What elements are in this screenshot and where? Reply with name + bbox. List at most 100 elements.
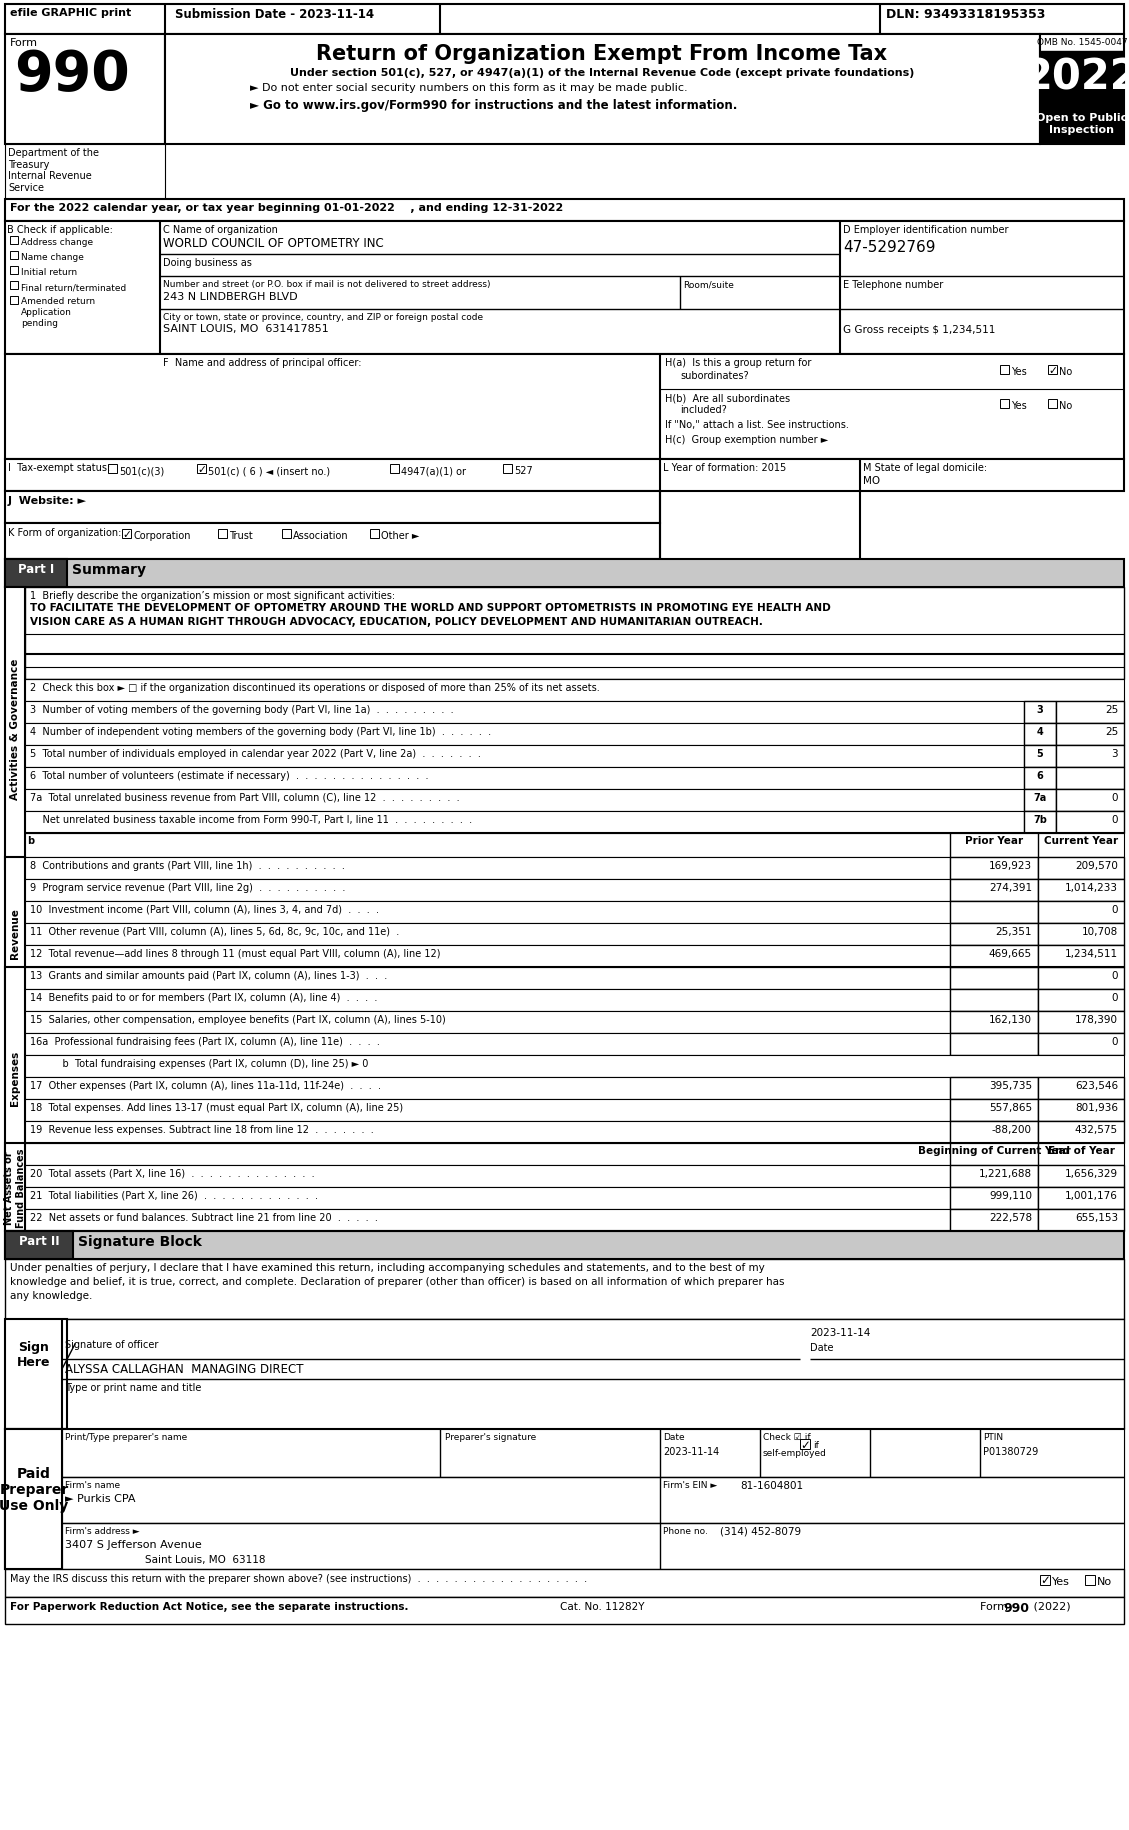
Text: K Form of organization:: K Form of organization: [8, 527, 122, 538]
Text: Firm's name: Firm's name [65, 1480, 120, 1490]
Text: H(c)  Group exemption number ►: H(c) Group exemption number ► [665, 436, 829, 445]
Text: ► Go to www.irs.gov/Form990 for instructions and the latest information.: ► Go to www.irs.gov/Form990 for instruct… [250, 99, 737, 112]
Bar [1024, 811, 1056, 833]
Bar [5, 35, 165, 145]
Bar [1038, 946, 1124, 968]
Text: 5: 5 [1036, 748, 1043, 759]
Text: E Telephone number: E Telephone number [843, 280, 943, 289]
Text: 25: 25 [1105, 705, 1118, 714]
Text: For the 2022 calendar year, or tax year beginning 01-01-2022    , and ending 12-: For the 2022 calendar year, or tax year … [10, 203, 563, 212]
Text: OMB No. 1545-0047: OMB No. 1545-0047 [1036, 38, 1128, 48]
Text: 990: 990 [1003, 1601, 1029, 1614]
Bar [25, 1188, 949, 1210]
Bar [949, 1210, 1038, 1232]
Bar [10, 236, 18, 245]
Bar [282, 529, 291, 538]
Text: Submission Date - 2023-11-14: Submission Date - 2023-11-14 [175, 7, 374, 20]
Text: 5  Total number of individuals employed in calendar year 2022 (Part V, line 2a) : 5 Total number of individuals employed i… [30, 748, 481, 759]
Bar [5, 560, 67, 587]
Text: Prior Year: Prior Year [965, 836, 1023, 845]
Text: 801,936: 801,936 [1075, 1102, 1118, 1113]
Bar [5, 1144, 25, 1232]
Text: If "No," attach a list. See instructions.: If "No," attach a list. See instructions… [665, 419, 849, 430]
Bar [5, 1232, 73, 1259]
Text: ✓: ✓ [800, 1438, 809, 1451]
Bar [25, 745, 1024, 767]
Bar [370, 529, 379, 538]
Text: H(a)  Is this a group return for: H(a) Is this a group return for [665, 359, 812, 368]
Bar [10, 253, 18, 260]
Text: Application: Application [21, 307, 72, 317]
Text: Saint Louis, MO  63118: Saint Louis, MO 63118 [145, 1554, 265, 1565]
Text: Net unrelated business taxable income from Form 990-T, Part I, line 11  .  .  . : Net unrelated business taxable income fr… [30, 814, 472, 825]
Text: Check ☑ if: Check ☑ if [763, 1433, 811, 1442]
Text: 3407 S Jefferson Avenue: 3407 S Jefferson Avenue [65, 1539, 202, 1550]
Bar [25, 587, 1124, 679]
Bar [1056, 723, 1124, 745]
Bar [25, 946, 949, 968]
Text: G Gross receipts $ 1,234,511: G Gross receipts $ 1,234,511 [843, 324, 996, 335]
Text: 10  Investment income (Part VIII, column (A), lines 3, 4, and 7d)  .  .  .  .: 10 Investment income (Part VIII, column … [30, 904, 379, 915]
Text: 0: 0 [1111, 904, 1118, 915]
Text: Under section 501(c), 527, or 4947(a)(1) of the Internal Revenue Code (except pr: Under section 501(c), 527, or 4947(a)(1)… [290, 68, 914, 79]
Bar [1040, 51, 1124, 126]
Text: 501(c) ( 6 ) ◄ (insert no.): 501(c) ( 6 ) ◄ (insert no.) [208, 467, 330, 476]
Text: Corporation: Corporation [133, 531, 191, 540]
Text: 7a  Total unrelated business revenue from Part VIII, column (C), line 12  .  .  : 7a Total unrelated business revenue from… [30, 792, 460, 803]
Text: b  Total fundraising expenses (Part IX, column (D), line 25) ► 0: b Total fundraising expenses (Part IX, c… [50, 1058, 368, 1069]
Text: Net Assets or
Fund Balances: Net Assets or Fund Balances [5, 1147, 26, 1228]
Text: L Year of formation: 2015: L Year of formation: 2015 [663, 463, 786, 472]
Text: Current Year: Current Year [1044, 836, 1118, 845]
Bar [1038, 1166, 1124, 1188]
Text: Address change: Address change [21, 238, 93, 247]
Bar [5, 1429, 67, 1568]
Text: 47-5292769: 47-5292769 [843, 240, 936, 254]
Bar [5, 1429, 1124, 1568]
Text: D Employer identification number: D Employer identification number [843, 225, 1008, 234]
Text: 15  Salaries, other compensation, employee benefits (Part IX, column (A), lines : 15 Salaries, other compensation, employe… [30, 1014, 446, 1025]
Text: ► Purkis CPA: ► Purkis CPA [65, 1493, 135, 1502]
Bar [25, 811, 1024, 833]
Text: Paid
Preparer
Use Only: Paid Preparer Use Only [0, 1466, 69, 1512]
Text: Part I: Part I [18, 562, 54, 576]
Text: efile GRAPHIC print: efile GRAPHIC print [10, 7, 131, 18]
Text: B Check if applicable:: B Check if applicable: [7, 225, 113, 234]
Text: any knowledge.: any knowledge. [10, 1290, 93, 1301]
Text: 274,391: 274,391 [989, 882, 1032, 893]
Bar [1024, 767, 1056, 789]
Text: 0: 0 [1111, 814, 1118, 825]
Bar [1024, 701, 1056, 723]
Bar [62, 1477, 1124, 1523]
Text: Preparer's signature: Preparer's signature [445, 1433, 536, 1442]
Text: Yes: Yes [1010, 401, 1026, 410]
Bar [5, 1319, 67, 1429]
Bar [949, 1122, 1038, 1144]
Text: 7a: 7a [1033, 792, 1047, 803]
Text: Initial return: Initial return [21, 267, 77, 276]
Text: 2022: 2022 [1024, 57, 1129, 99]
Bar [1038, 1078, 1124, 1100]
Text: 2023-11-14: 2023-11-14 [809, 1327, 870, 1338]
Text: Amended return: Amended return [21, 296, 95, 306]
Text: F  Name and address of principal officer:: F Name and address of principal officer: [163, 359, 361, 368]
Text: 11  Other revenue (Part VIII, column (A), lines 5, 6d, 8c, 9c, 10c, and 11e)  .: 11 Other revenue (Part VIII, column (A),… [30, 926, 400, 937]
Text: 1,014,233: 1,014,233 [1065, 882, 1118, 893]
Text: No: No [1059, 401, 1073, 410]
Text: 3: 3 [1036, 705, 1043, 714]
Text: Date: Date [663, 1433, 684, 1442]
Text: 3: 3 [1111, 748, 1118, 759]
Bar [25, 968, 949, 990]
Text: Firm's address ►: Firm's address ► [65, 1526, 140, 1535]
Text: 3  Number of voting members of the governing body (Part VI, line 1a)  .  .  .  .: 3 Number of voting members of the govern… [30, 705, 454, 714]
Text: Date: Date [809, 1341, 833, 1352]
Text: included?: included? [680, 404, 727, 415]
Text: 655,153: 655,153 [1075, 1211, 1118, 1222]
Bar [218, 529, 227, 538]
Text: 17  Other expenses (Part IX, column (A), lines 11a-11d, 11f-24e)  .  .  .  .: 17 Other expenses (Part IX, column (A), … [30, 1080, 380, 1091]
Bar [10, 296, 18, 306]
Bar [5, 5, 1124, 35]
Text: 7b: 7b [1033, 814, 1047, 825]
Text: pending: pending [21, 318, 58, 328]
Text: -88,200: -88,200 [992, 1124, 1032, 1135]
Bar [1024, 745, 1056, 767]
